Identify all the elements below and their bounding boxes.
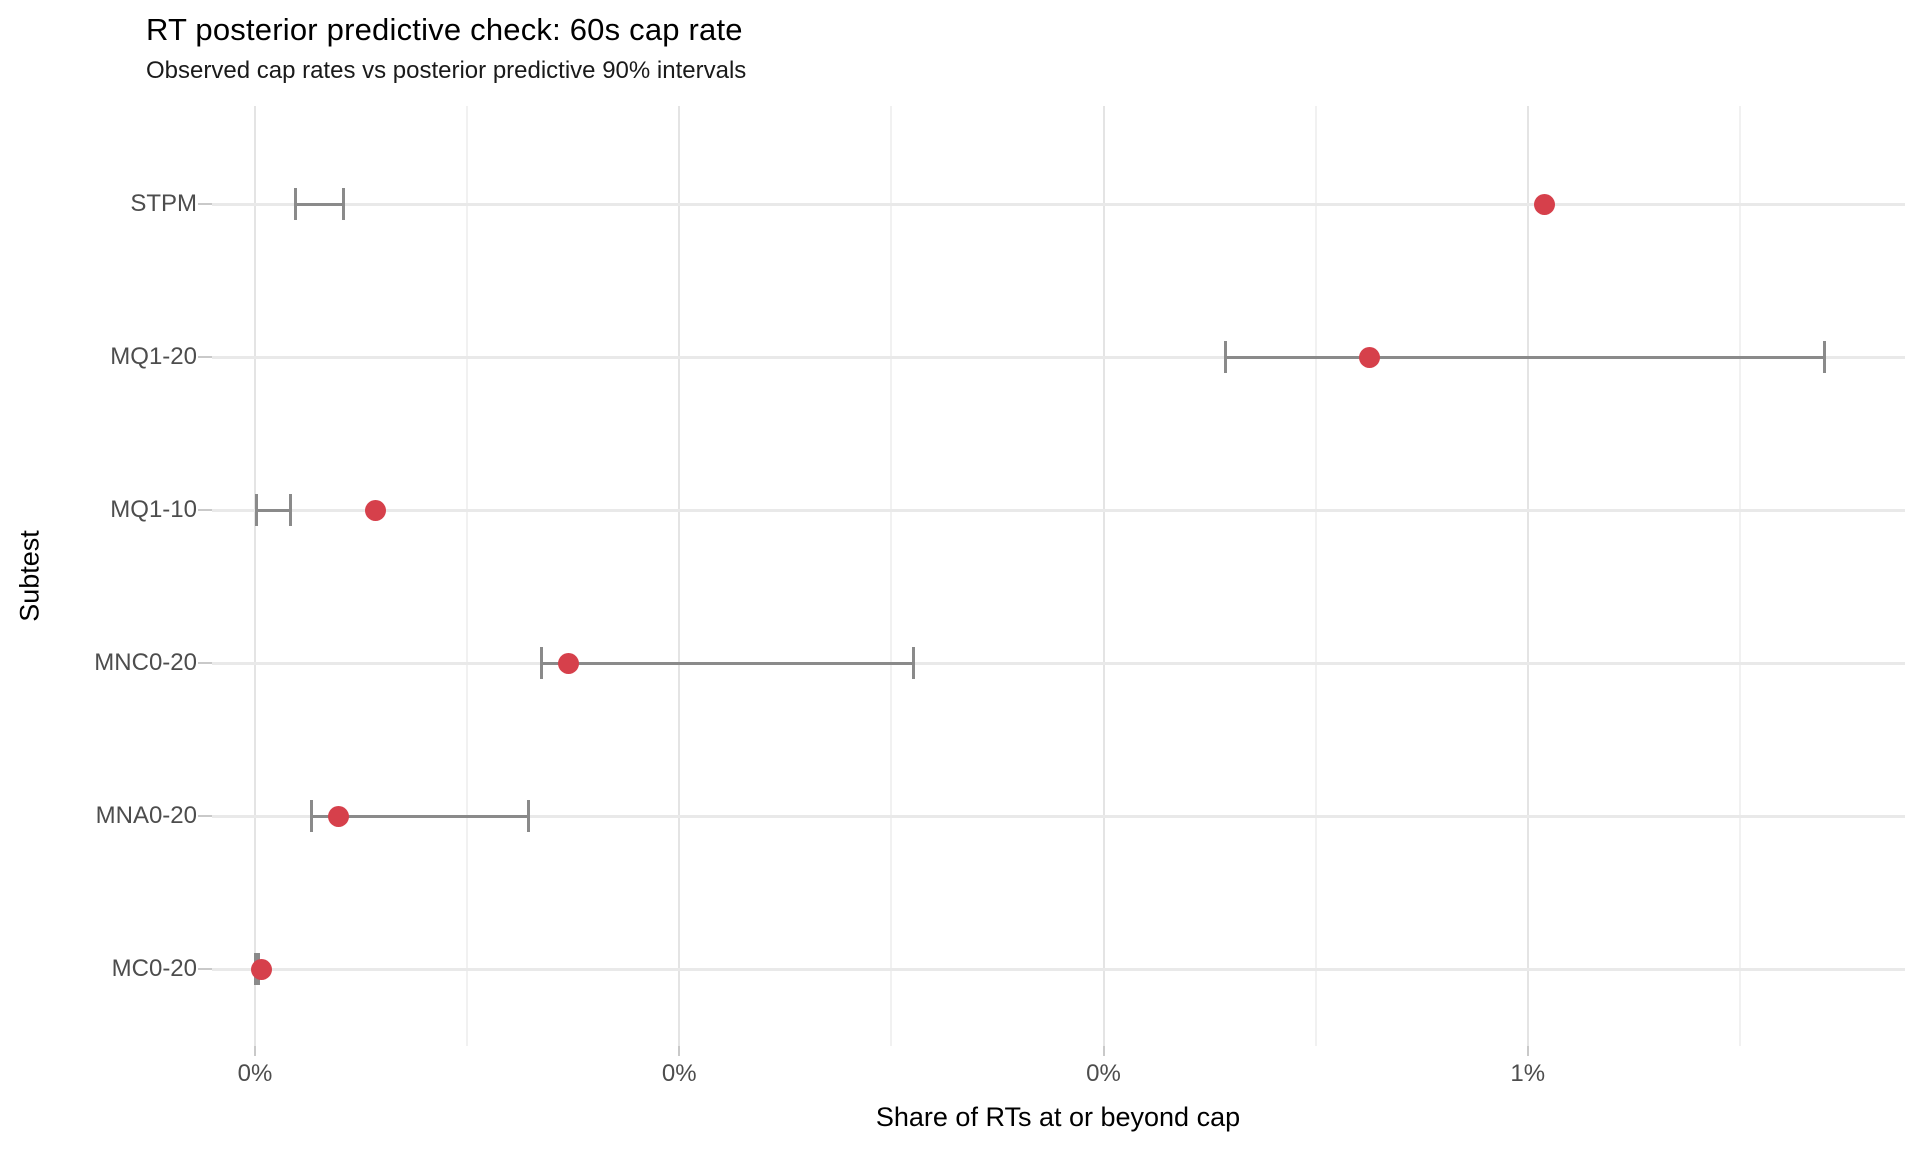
x-axis-title: Share of RTs at or beyond cap — [875, 1102, 1241, 1132]
interval-cap-high — [289, 494, 293, 526]
interval-cap-high — [526, 800, 530, 832]
interval-cap-low — [540, 647, 544, 679]
x-gridline-major — [1526, 106, 1529, 1046]
x-axis-tick — [254, 1046, 256, 1056]
chart-title: RT posterior predictive check: 60s cap r… — [146, 12, 743, 47]
interval-cap-high — [341, 188, 345, 220]
interval-bar — [295, 202, 344, 206]
x-tick-label: 0% — [661, 1060, 697, 1087]
interval-cap-low — [294, 188, 298, 220]
row-gridline — [212, 662, 1905, 665]
x-gridline-minor — [466, 106, 469, 1046]
y-axis-tick — [198, 356, 212, 358]
x-gridline-minor — [890, 106, 893, 1046]
observed-point — [251, 958, 273, 980]
y-axis-tick — [198, 662, 212, 664]
y-tick-label: MNA0-20 — [95, 802, 197, 829]
y-axis-tick — [198, 203, 212, 205]
y-axis-tick — [198, 968, 212, 970]
x-axis-tick — [1102, 1046, 1105, 1056]
x-axis-tick — [678, 1046, 681, 1056]
x-gridline-major — [254, 106, 256, 1046]
row-gridline — [212, 968, 1905, 971]
interval-bar — [311, 814, 529, 818]
x-axis-tick — [1526, 1046, 1529, 1056]
chart-subtitle: Observed cap rates vs posterior predicti… — [146, 57, 747, 84]
x-gridline-minor — [1738, 106, 1741, 1046]
y-tick-label: MQ1-20 — [110, 343, 197, 370]
y-axis-tick — [198, 815, 212, 817]
observed-point — [1359, 346, 1381, 368]
row-gridline — [212, 203, 1905, 206]
y-tick-label: STPM — [130, 190, 197, 217]
interval-cap-low — [1224, 341, 1228, 373]
interval-cap-low — [309, 800, 313, 832]
x-tick-label: 0% — [237, 1060, 273, 1087]
x-tick-label: 0% — [1086, 1060, 1121, 1087]
observed-point — [1534, 193, 1556, 215]
x-gridline-major — [678, 106, 681, 1046]
observed-point — [327, 805, 349, 827]
x-gridline-minor — [1314, 106, 1317, 1046]
interval-cap-high — [911, 647, 915, 679]
row-gridline — [212, 815, 1905, 818]
interval-cap-low — [255, 494, 259, 526]
y-tick-label: MNC0-20 — [94, 649, 197, 676]
interval-bar — [1225, 355, 1825, 359]
y-axis-title: Subtest — [14, 530, 45, 622]
y-axis-tick — [198, 509, 212, 511]
x-tick-label: 1% — [1510, 1060, 1546, 1087]
y-tick-label: MQ1-10 — [110, 496, 197, 523]
observed-point — [364, 499, 386, 521]
plot-panel — [212, 106, 1905, 1046]
interval-cap-high — [1823, 341, 1827, 373]
row-gridline — [212, 509, 1905, 512]
interval-bar — [256, 508, 291, 512]
row-gridline — [212, 356, 1905, 359]
interval-bar — [541, 661, 914, 665]
observed-point — [558, 652, 580, 674]
x-gridline-major — [1102, 106, 1105, 1046]
y-tick-label: MC0-20 — [111, 955, 197, 982]
